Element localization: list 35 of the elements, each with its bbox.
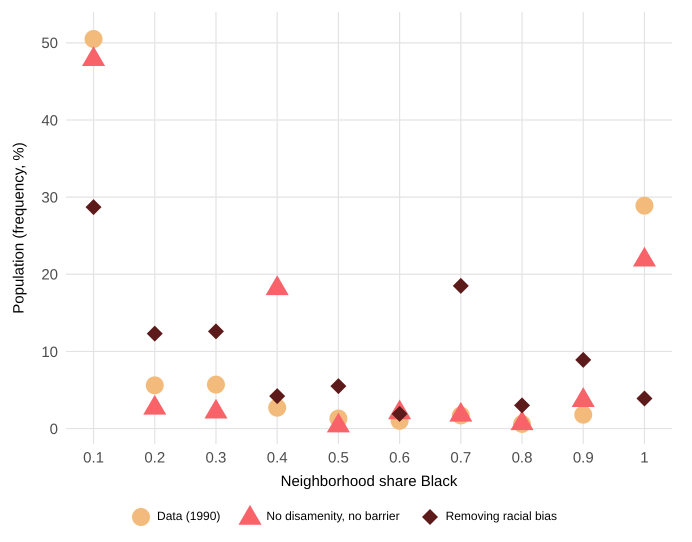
y-tick-label: 50 bbox=[41, 35, 58, 52]
y-tick-label: 20 bbox=[41, 266, 58, 284]
x-tick-label: 0.8 bbox=[512, 450, 532, 467]
point bbox=[574, 406, 592, 424]
point bbox=[636, 390, 652, 406]
point bbox=[146, 376, 164, 394]
legend-label: Removing racial bias bbox=[446, 509, 557, 523]
point bbox=[452, 278, 469, 294]
x-tick-label: 0.7 bbox=[450, 450, 472, 467]
y-tick-label: 30 bbox=[41, 189, 58, 206]
point bbox=[635, 196, 654, 215]
x-tick-label: 0.6 bbox=[389, 450, 410, 467]
x-axis-title: Neighborhood share Black bbox=[280, 473, 458, 490]
point bbox=[269, 388, 286, 404]
x-tick-label: 0.9 bbox=[572, 450, 594, 467]
x-tick-label: 0.4 bbox=[266, 450, 288, 467]
x-tick-label: 0.5 bbox=[328, 450, 349, 467]
x-tick-label: 0.1 bbox=[83, 450, 104, 467]
point bbox=[146, 326, 163, 342]
point bbox=[514, 397, 530, 414]
point bbox=[575, 352, 592, 368]
point bbox=[86, 199, 102, 216]
point bbox=[208, 323, 224, 340]
y-axis-title: Population (frequency, %) bbox=[10, 142, 28, 314]
x-tick-label: 1 bbox=[640, 450, 649, 467]
x-tick-label: 0.2 bbox=[144, 450, 166, 467]
legend-label: Data (1990) bbox=[157, 509, 220, 523]
point bbox=[84, 30, 103, 48]
y-tick-label: 40 bbox=[41, 112, 58, 130]
y-tick-label: 10 bbox=[41, 344, 58, 361]
y-tick-label: 0 bbox=[50, 420, 58, 438]
point bbox=[206, 376, 225, 394]
legend-label: No disamenity, no barrier bbox=[266, 509, 400, 523]
point bbox=[330, 378, 346, 394]
x-tick-label: 0.3 bbox=[206, 450, 226, 467]
